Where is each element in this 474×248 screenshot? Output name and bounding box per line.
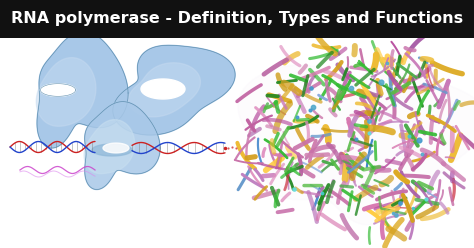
Polygon shape xyxy=(84,120,135,174)
Polygon shape xyxy=(141,79,185,99)
Polygon shape xyxy=(113,45,235,135)
Polygon shape xyxy=(40,84,75,96)
Polygon shape xyxy=(92,144,132,156)
Polygon shape xyxy=(36,58,96,126)
Polygon shape xyxy=(103,143,129,153)
Polygon shape xyxy=(128,63,201,117)
Text: RNA polymerase - Definition, Types and Functions: RNA polymerase - Definition, Types and F… xyxy=(11,11,463,27)
Polygon shape xyxy=(85,102,160,189)
Polygon shape xyxy=(37,32,128,148)
Polygon shape xyxy=(238,59,474,225)
FancyBboxPatch shape xyxy=(0,0,474,38)
